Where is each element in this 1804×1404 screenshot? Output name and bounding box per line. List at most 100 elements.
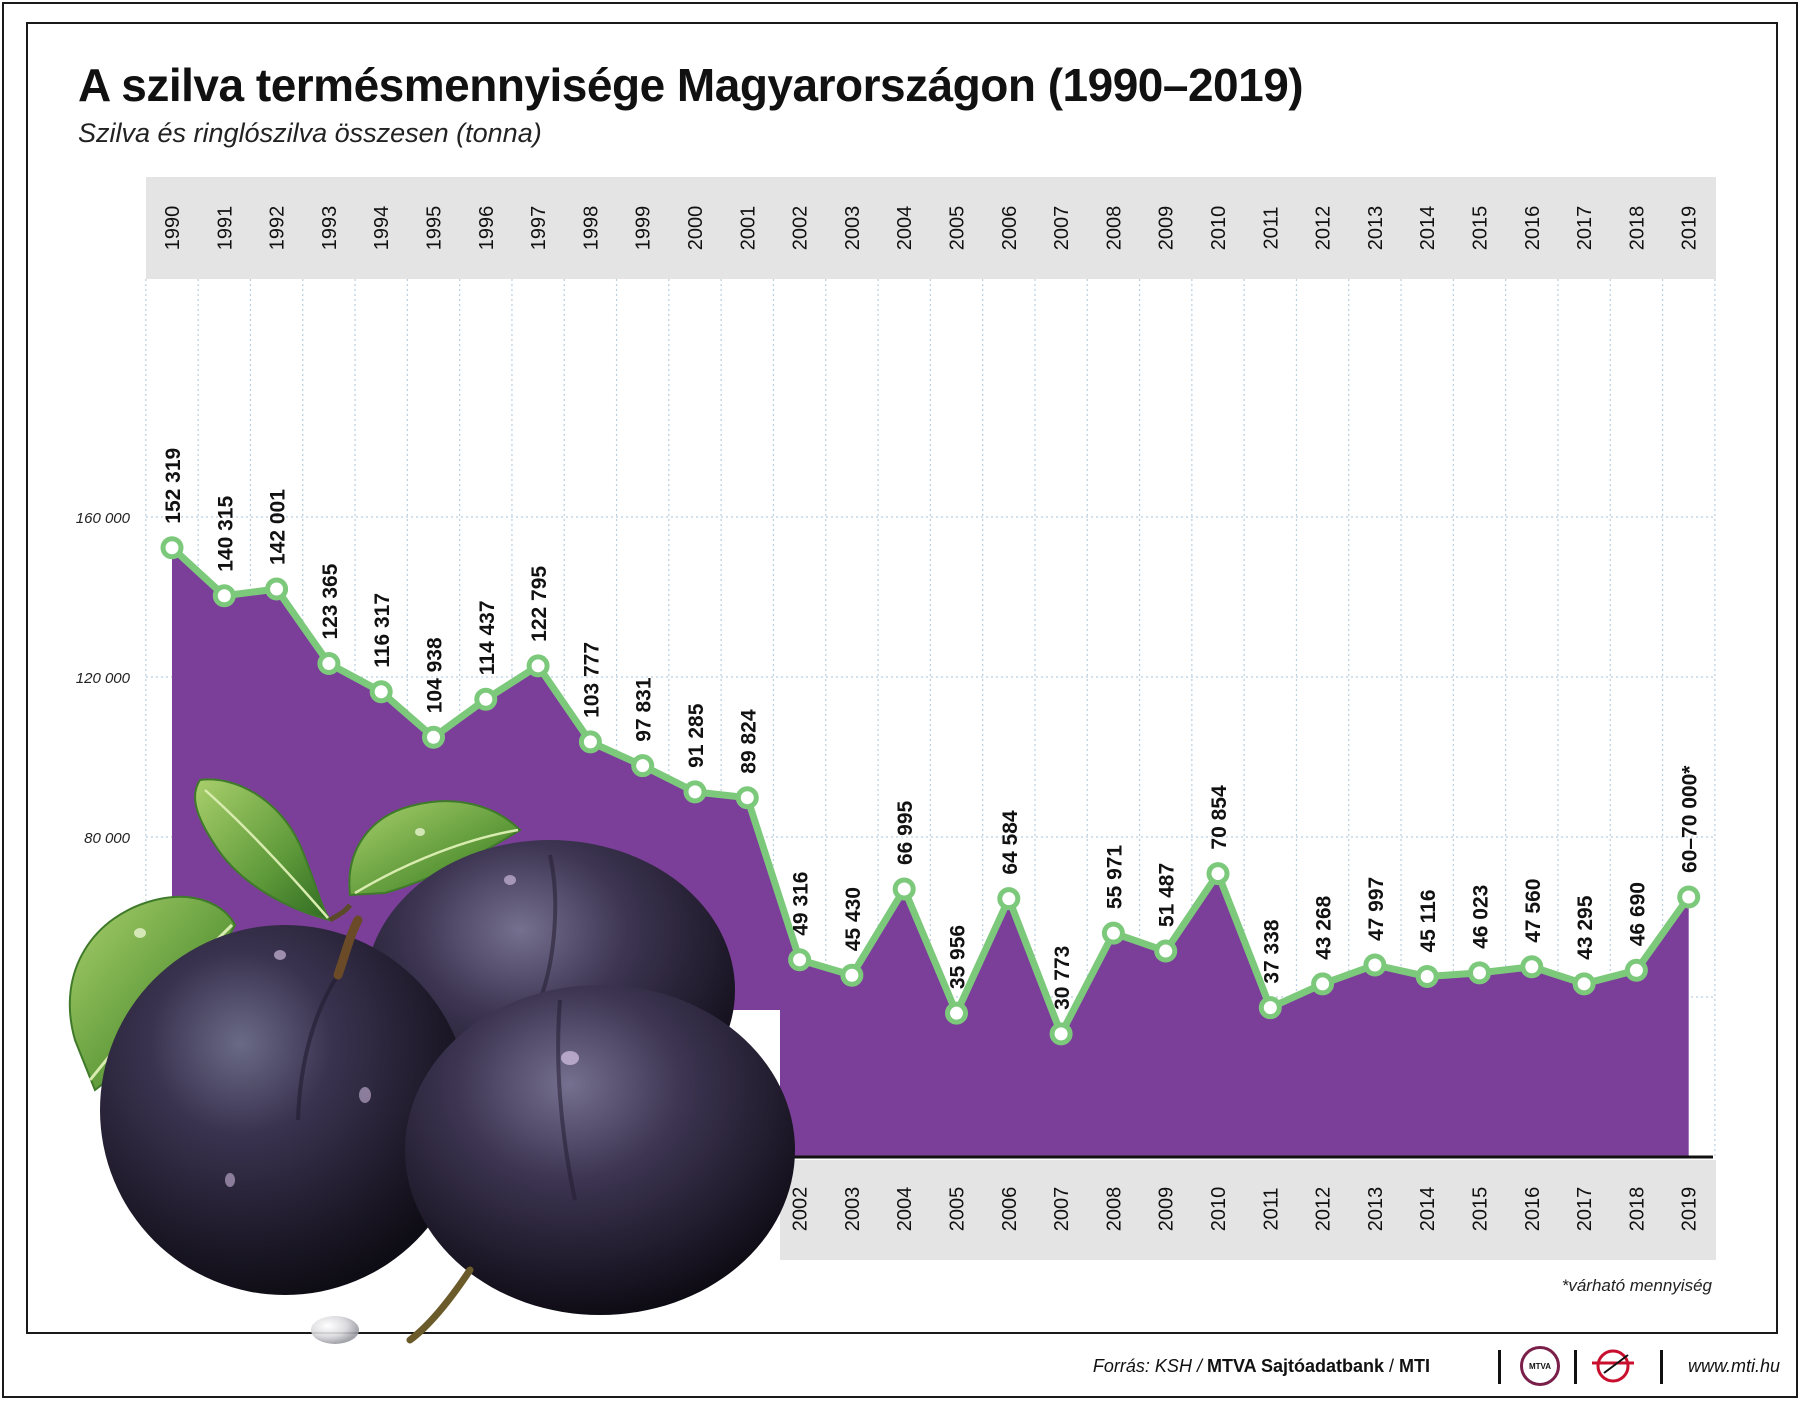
year-label-top-2013: 2013 [1365,206,1387,251]
mtva-logo: MTVA [1520,1346,1560,1386]
y-axis-ticks: 80 000 120 000 160 000 [76,510,131,847]
value-label-2005: 35 956 [947,925,970,989]
year-label-bottom-2008: 2008 [1103,1187,1125,1232]
year-label-bottom-2019: 2019 [1679,1187,1701,1232]
data-point-1993 [317,652,341,676]
value-label-2012: 43 268 [1313,895,1336,960]
water-drop [311,1316,359,1344]
data-point-2009 [1154,939,1178,963]
data-point-2010 [1206,862,1230,886]
year-label-top-2014: 2014 [1417,206,1439,251]
source-text: Forrás: KSH / MTVA Sajtóadatbank / MTI [1093,1356,1430,1377]
mti-logo-icon [1592,1349,1634,1383]
data-point-1998 [578,730,602,754]
value-label-2010: 70 854 [1208,785,1231,850]
year-label-top-2010: 2010 [1208,206,1230,251]
year-label-top-1993: 1993 [319,206,341,251]
data-point-1992 [265,577,289,601]
year-label-top-2012: 2012 [1313,206,1335,251]
value-labels: 152 319 140 315 142 001 123 365 116 317 104 9… [162,448,1702,1010]
data-point-1995 [422,725,445,749]
year-label-bottom-2013: 2013 [1365,1187,1387,1232]
year-label-top-2000: 2000 [685,206,707,251]
year-label-top-2004: 2004 [894,206,916,251]
year-label-top-1999: 1999 [633,206,655,251]
data-point-2013 [1363,953,1387,977]
year-label-bottom-2015: 2015 [1470,1187,1492,1232]
year-label-top-2007: 2007 [1051,206,1073,251]
value-label-2000: 91 285 [685,703,708,768]
year-label-top-2009: 2009 [1156,206,1178,251]
year-label-bottom-2003: 2003 [842,1187,864,1232]
value-label-2011: 37 338 [1260,919,1283,984]
year-label-top-2003: 2003 [842,206,864,251]
year-label-bottom-2018: 2018 [1626,1187,1648,1232]
value-label-1994: 116 317 [371,593,394,668]
data-point-2011 [1258,996,1282,1020]
y-tick-label-160000: 160 000 [76,510,131,527]
year-label-bottom-2007: 2007 [1051,1187,1073,1232]
value-label-1996: 114 437 [476,600,499,675]
value-label-1990: 152 319 [162,448,185,524]
plum-front [405,985,795,1315]
value-label-2006: 64 584 [999,810,1022,875]
data-point-2001 [735,786,759,810]
value-label-1993: 123 365 [319,563,342,639]
data-point-1999 [631,754,655,778]
value-label-2019: 60–70 000* [1679,765,1702,873]
data-points [160,536,1701,1046]
y-tick-label-80000: 80 000 [84,830,131,847]
data-point-1997 [526,654,550,678]
year-band-top [146,177,1716,279]
year-labels-top: 1990 1991 1992 1993 1994 1995 1996 1997 1998 1999… [162,206,1701,251]
page-title: A szilva termésmennyisége Magyarországon… [78,59,1304,111]
year-label-top-1998: 1998 [580,206,602,251]
source-mti: MTI [1399,1356,1430,1376]
value-label-1998: 103 777 [580,642,603,718]
chart-subtitle: Szilva és ringlószilva összesen (tonna) [78,118,542,148]
year-label-top-2008: 2008 [1103,206,1125,251]
data-point-2017 [1572,972,1596,996]
source-separator: / [1383,1356,1399,1376]
value-label-2007: 30 773 [1051,946,1074,1010]
data-point-2018 [1624,958,1648,982]
year-label-bottom-2017: 2017 [1574,1187,1596,1232]
source-prefix: Forrás: KSH / [1092,1356,1207,1376]
year-label-top-2002: 2002 [790,206,812,251]
value-label-1992: 142 001 [267,489,290,565]
data-point-2014 [1415,965,1439,989]
value-label-2014: 45 116 [1417,889,1440,952]
data-point-2004 [892,877,916,901]
year-label-top-2015: 2015 [1470,206,1492,251]
value-label-2017: 43 295 [1574,895,1597,960]
value-label-2018: 46 690 [1626,882,1649,946]
year-label-top-2001: 2001 [737,206,759,251]
data-point-2003 [840,963,864,987]
separator-1 [1498,1350,1501,1384]
year-label-bottom-2012: 2012 [1313,1187,1335,1232]
year-label-top-2005: 2005 [947,206,969,251]
year-label-top-2019: 2019 [1679,206,1701,251]
website-link[interactable]: www.mti.hu [1688,1356,1781,1376]
year-label-top-2018: 2018 [1626,206,1648,251]
data-point-2008 [1101,921,1125,945]
data-point-2019 [1677,885,1701,909]
data-point-1994 [369,680,393,704]
year-label-top-1997: 1997 [528,206,550,251]
year-label-top-1992: 1992 [267,206,289,251]
value-label-2002: 49 316 [790,872,813,936]
value-label-2015: 46 023 [1470,885,1493,949]
year-label-top-1994: 1994 [371,206,393,251]
value-label-1997: 122 795 [528,566,551,642]
data-point-2012 [1311,972,1335,996]
year-label-top-2016: 2016 [1522,206,1544,251]
year-label-bottom-2011: 2011 [1260,1187,1282,1230]
separator-2 [1574,1350,1577,1384]
value-label-2016: 47 560 [1522,879,1545,943]
data-point-2002 [788,948,812,972]
year-label-top-1995: 1995 [424,206,446,251]
data-point-2005 [945,1001,968,1025]
value-label-2001: 89 824 [737,709,760,774]
